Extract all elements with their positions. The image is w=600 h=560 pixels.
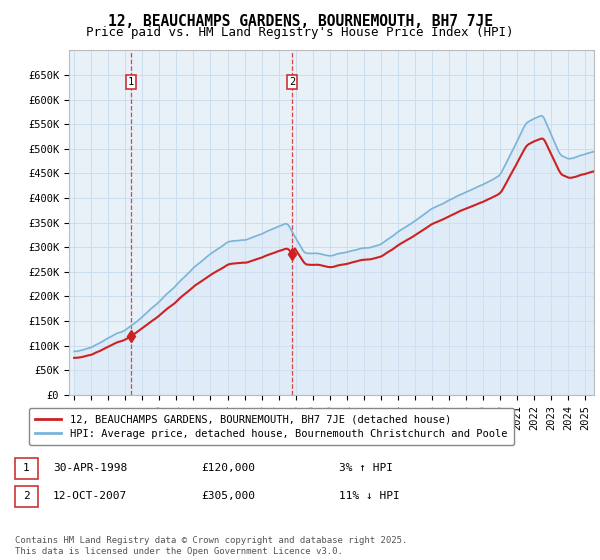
- Text: 2: 2: [23, 491, 30, 501]
- Text: Contains HM Land Registry data © Crown copyright and database right 2025.
This d: Contains HM Land Registry data © Crown c…: [15, 536, 407, 556]
- Text: 1: 1: [23, 463, 30, 473]
- Text: 2: 2: [289, 77, 295, 87]
- Text: 12, BEAUCHAMPS GARDENS, BOURNEMOUTH, BH7 7JE: 12, BEAUCHAMPS GARDENS, BOURNEMOUTH, BH7…: [107, 14, 493, 29]
- Text: 12-OCT-2007: 12-OCT-2007: [53, 491, 127, 501]
- Text: 1: 1: [128, 77, 134, 87]
- Text: 3% ↑ HPI: 3% ↑ HPI: [339, 463, 393, 473]
- Text: £120,000: £120,000: [201, 463, 255, 473]
- Text: 11% ↓ HPI: 11% ↓ HPI: [339, 491, 400, 501]
- Text: 30-APR-1998: 30-APR-1998: [53, 463, 127, 473]
- Text: £305,000: £305,000: [201, 491, 255, 501]
- Text: Price paid vs. HM Land Registry's House Price Index (HPI): Price paid vs. HM Land Registry's House …: [86, 26, 514, 39]
- Legend: 12, BEAUCHAMPS GARDENS, BOURNEMOUTH, BH7 7JE (detached house), HPI: Average pric: 12, BEAUCHAMPS GARDENS, BOURNEMOUTH, BH7…: [29, 408, 514, 445]
